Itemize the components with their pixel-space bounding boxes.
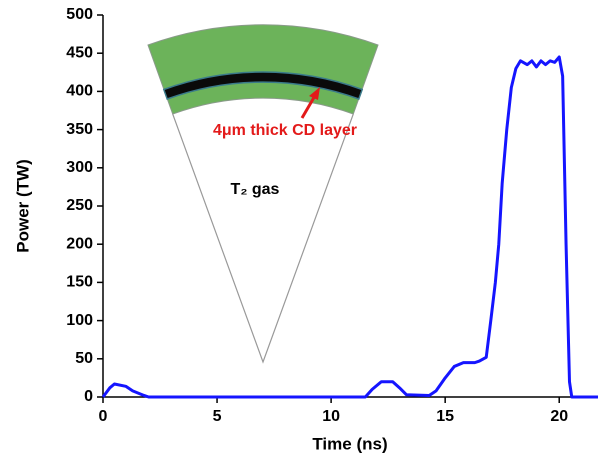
y-tick-label: 0 bbox=[84, 388, 93, 405]
y-tick-label: 200 bbox=[66, 235, 93, 252]
y-tick-label: 50 bbox=[75, 350, 93, 367]
y-tick-label: 150 bbox=[66, 274, 93, 291]
arrow-head bbox=[309, 87, 320, 100]
annotation: 4μm thick CD layer bbox=[213, 122, 357, 139]
wedge-edge bbox=[172, 113, 354, 364]
y-tick-label: 250 bbox=[66, 197, 93, 214]
x-tick-label: 15 bbox=[436, 408, 454, 425]
inset-diagram: 4μm thick CD layer T₂ gas bbox=[147, 24, 379, 364]
y-axis-title: Power (TW) bbox=[13, 159, 32, 253]
x-tick-label: 10 bbox=[322, 408, 340, 425]
y-tick-label: 400 bbox=[66, 83, 93, 100]
y-tick-label: 350 bbox=[66, 121, 93, 138]
x-axis-title: Time (ns) bbox=[312, 434, 387, 453]
annotation: T₂ gas bbox=[231, 181, 280, 198]
x-tick-label: 5 bbox=[213, 408, 222, 425]
y-tick-label: 450 bbox=[66, 44, 93, 61]
y-tick-label: 100 bbox=[66, 312, 93, 329]
data-line bbox=[101, 55, 598, 399]
x-tick-label: 0 bbox=[99, 408, 108, 425]
y-tick-label: 500 bbox=[66, 6, 93, 23]
cd-layer bbox=[162, 71, 364, 100]
x-tick-label: 20 bbox=[550, 408, 568, 425]
y-tick-label: 300 bbox=[66, 159, 93, 176]
shell-layer bbox=[147, 24, 379, 115]
